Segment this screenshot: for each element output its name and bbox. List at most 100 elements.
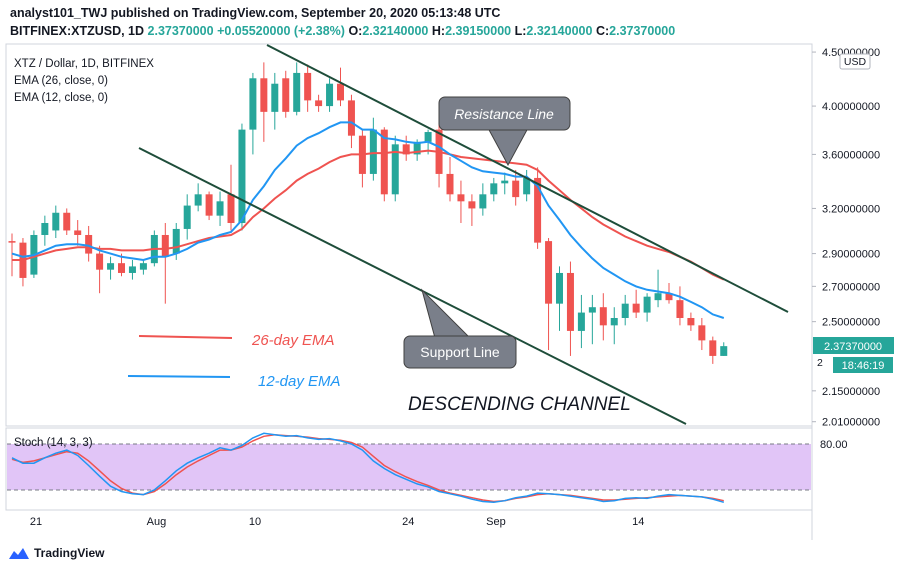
candle-body[interactable] — [632, 303, 640, 313]
candle-body[interactable] — [96, 253, 104, 270]
legend-pair: XTZ / Dollar, 1D, BITFINEX — [14, 58, 154, 70]
candle-body[interactable] — [698, 325, 706, 341]
candle-body[interactable] — [347, 100, 355, 136]
candle-body[interactable] — [402, 144, 410, 155]
currency-badge[interactable] — [839, 53, 871, 70]
candle-body[interactable] — [260, 78, 268, 112]
candle-body[interactable] — [41, 222, 49, 235]
last-price-badge — [813, 337, 894, 354]
last-price-badge-text: 2.37370000 — [824, 341, 882, 353]
footer-brand: TradingView — [34, 546, 105, 560]
candle-body[interactable] — [293, 72, 301, 112]
candle-body[interactable] — [118, 263, 125, 273]
candle-body[interactable] — [457, 194, 465, 202]
candle-body[interactable] — [545, 241, 553, 304]
candle-body[interactable] — [326, 83, 334, 107]
price-tick-label: 2.01000000 — [822, 417, 880, 429]
publish-line: analyst101_TWJ published on TradingView.… — [10, 6, 501, 20]
candle-body[interactable] — [249, 78, 257, 130]
candle-body[interactable] — [128, 266, 136, 273]
tradingview-logo-icon — [9, 548, 29, 559]
candle-body[interactable] — [52, 212, 60, 231]
candle-body[interactable] — [687, 318, 695, 326]
stoch-k-line — [11, 432, 725, 504]
candle-body[interactable] — [577, 312, 585, 331]
time-tick-label: 14 — [632, 516, 644, 528]
low-value: 2.32140000 — [526, 24, 593, 38]
candle-body[interactable] — [194, 194, 202, 206]
candle-body[interactable] — [413, 141, 421, 155]
candle-body[interactable] — [172, 228, 180, 254]
candle-body[interactable] — [227, 194, 235, 223]
footer: TradingView — [8, 543, 104, 563]
candle-body[interactable] — [63, 212, 71, 231]
candle-body[interactable] — [282, 78, 290, 112]
support-callout-text: Support Line — [420, 344, 500, 360]
candle-body[interactable] — [709, 340, 717, 356]
candle-body[interactable] — [74, 230, 82, 235]
ema12-annotation: 12-day EMA — [258, 373, 341, 390]
candle-body[interactable] — [391, 144, 399, 195]
stoch-level-label: 80.00 — [820, 439, 848, 451]
stoch-legend: Stoch (14, 3, 3) — [14, 437, 93, 449]
time-tick-label: Aug — [147, 516, 167, 528]
candle-body[interactable] — [654, 293, 662, 301]
candle-body[interactable] — [8, 241, 16, 243]
candle-body[interactable] — [610, 318, 618, 326]
candle-body[interactable] — [643, 296, 651, 313]
candle-body[interactable] — [512, 180, 520, 198]
candle-body[interactable] — [621, 303, 629, 319]
candle-body[interactable] — [369, 129, 377, 174]
stoch-d-line — [11, 434, 724, 503]
candle-body[interactable] — [566, 272, 574, 331]
ema26-sample-line — [138, 335, 233, 339]
ema26-line — [12, 149, 725, 281]
candle-body[interactable] — [238, 129, 246, 223]
support-trendline[interactable] — [138, 147, 687, 425]
candle-body[interactable] — [216, 201, 224, 216]
candle-body[interactable] — [468, 201, 476, 209]
candle-body[interactable] — [676, 300, 684, 319]
candle-body[interactable] — [599, 307, 607, 326]
candle-body[interactable] — [107, 263, 115, 270]
channel-annotation: DESCENDING CHANNEL — [408, 394, 631, 415]
candle-body[interactable] — [665, 293, 673, 301]
open-value: 2.32140000 — [362, 24, 429, 38]
stoch-band-fill — [7, 444, 811, 490]
candle-body[interactable] — [523, 177, 531, 195]
candle-body[interactable] — [183, 205, 191, 229]
high-label: H: — [431, 24, 446, 38]
candle-body[interactable] — [424, 132, 432, 142]
candle-body[interactable] — [534, 177, 542, 243]
candle-body[interactable] — [161, 234, 169, 257]
price-pane[interactable] — [5, 43, 813, 427]
candle-body[interactable] — [720, 346, 728, 356]
candle-body[interactable] — [479, 194, 487, 209]
candle-body[interactable] — [315, 100, 323, 107]
candle-body[interactable] — [205, 194, 213, 216]
price-tick-label: 4.00000000 — [822, 101, 880, 113]
candle-body[interactable] — [588, 307, 596, 313]
candle-body[interactable] — [304, 72, 312, 101]
legend-ema12: EMA (12, close, 0) — [14, 92, 108, 104]
resistance-callout: Resistance Line — [438, 96, 571, 167]
time-axis[interactable]: 21 Aug 10 24 Sep 14 — [30, 516, 645, 528]
price-axis[interactable]: 4.500000004.000000003.600000003.20000000… — [812, 47, 880, 429]
candle-body[interactable] — [380, 129, 388, 195]
price-tick-label: 2.70000000 — [822, 281, 880, 293]
candle-body[interactable] — [337, 83, 344, 101]
candle-body[interactable] — [501, 180, 509, 184]
resistance-trendline[interactable] — [266, 44, 789, 313]
candle-body[interactable] — [139, 263, 147, 270]
resistance-callout-box — [438, 96, 571, 131]
price-tick-label: 3.60000000 — [822, 149, 880, 161]
candle-body[interactable] — [556, 272, 563, 304]
candle-body[interactable] — [271, 83, 279, 112]
countdown-badge — [833, 357, 893, 373]
candle-body[interactable] — [490, 183, 498, 195]
candle-body[interactable] — [85, 234, 93, 254]
price-tick-label: 3.20000000 — [822, 203, 880, 215]
candle-body[interactable] — [446, 173, 454, 195]
open-label: O: — [348, 24, 363, 38]
